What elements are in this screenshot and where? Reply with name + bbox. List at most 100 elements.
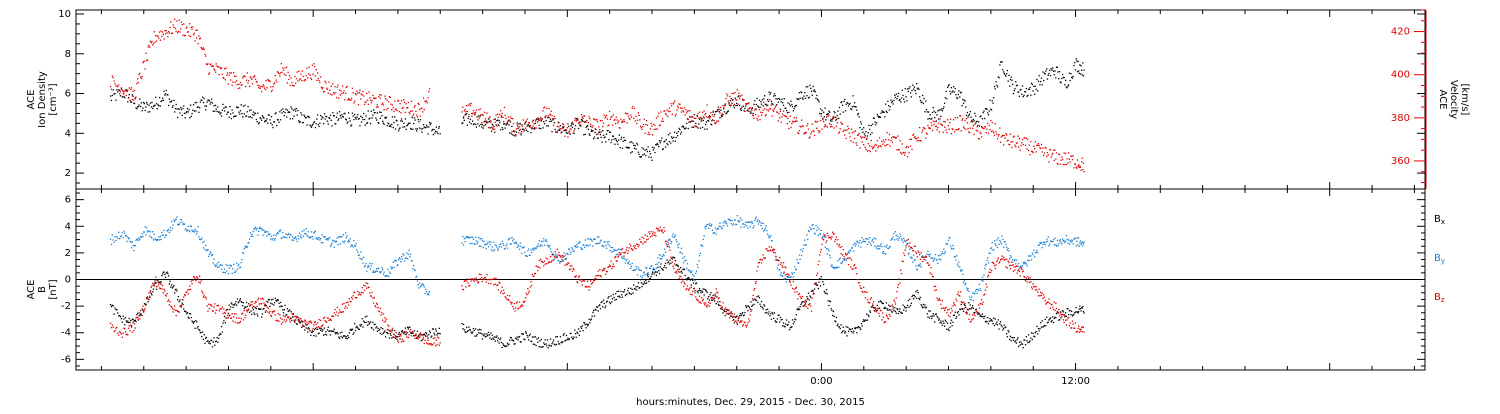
bx-point	[778, 315, 779, 316]
velocity-point	[537, 117, 538, 118]
velocity-point	[257, 81, 258, 82]
bx-point	[557, 336, 558, 337]
bx-point	[275, 298, 276, 299]
velocity-point	[575, 118, 576, 119]
by-point	[122, 232, 123, 233]
bx-point	[633, 284, 634, 285]
by-point	[855, 245, 856, 246]
bx-point	[364, 322, 365, 323]
density-point	[112, 95, 113, 96]
by-point	[678, 247, 679, 248]
bx-point	[223, 320, 224, 321]
bx-point	[1036, 326, 1037, 327]
density-point	[666, 143, 667, 144]
density-point	[620, 147, 621, 148]
density-point	[296, 108, 297, 109]
density-point	[1067, 87, 1068, 88]
velocity-point	[653, 124, 654, 125]
by-point	[874, 237, 875, 238]
bx-point	[943, 321, 944, 322]
density-point	[320, 115, 321, 116]
velocity-point	[972, 128, 973, 129]
density-point	[944, 103, 945, 104]
bx-point	[948, 329, 949, 330]
density-point	[825, 119, 826, 120]
by-point	[811, 228, 812, 229]
bx-point	[831, 308, 832, 309]
top-left-tick-label: 4	[65, 128, 71, 139]
velocity-point	[1028, 150, 1029, 151]
density-point	[433, 134, 434, 135]
velocity-point	[864, 137, 865, 138]
density-point	[889, 109, 890, 110]
bx-point	[489, 334, 490, 335]
velocity-point	[884, 141, 885, 142]
density-point	[1079, 73, 1080, 74]
bx-point	[241, 302, 242, 303]
by-point	[660, 258, 661, 259]
velocity-point	[870, 151, 871, 152]
by-point	[346, 237, 347, 238]
velocity-point	[867, 150, 868, 151]
by-point	[843, 260, 844, 261]
by-point	[257, 228, 258, 229]
density-point	[812, 86, 813, 87]
density-point	[781, 101, 782, 102]
velocity-point	[164, 30, 165, 31]
density-point	[601, 142, 602, 143]
bx-point	[162, 273, 163, 274]
density-point	[289, 112, 290, 113]
bx-point	[502, 343, 503, 344]
bx-point	[126, 320, 127, 321]
density-point	[325, 118, 326, 119]
velocity-point	[1073, 167, 1074, 168]
by-point	[803, 244, 804, 245]
density-point	[512, 134, 513, 135]
density-point	[1064, 84, 1065, 85]
by-point	[337, 238, 338, 239]
velocity-point	[272, 86, 273, 87]
density-point	[223, 108, 224, 109]
bx-point	[627, 290, 628, 291]
by-point	[368, 265, 369, 266]
velocity-point	[787, 118, 788, 119]
bx-point	[800, 306, 801, 307]
density-point	[1015, 81, 1016, 82]
velocity-point	[1068, 152, 1069, 153]
velocity-point	[950, 119, 951, 120]
bx-point	[632, 293, 633, 294]
bx-point	[1080, 310, 1081, 311]
by-point	[173, 224, 174, 225]
velocity-point	[484, 112, 485, 113]
density-point	[499, 120, 500, 121]
density-point	[957, 98, 958, 99]
velocity-point	[134, 90, 135, 91]
velocity-point	[147, 59, 148, 60]
velocity-point	[917, 140, 918, 141]
bx-point	[538, 337, 539, 338]
bx-point	[304, 329, 305, 330]
bx-point	[702, 292, 703, 293]
by-point	[777, 267, 778, 268]
velocity-point	[755, 114, 756, 115]
by-point	[139, 237, 140, 238]
velocity-point	[566, 130, 567, 131]
density-point	[156, 103, 157, 104]
velocity-point	[874, 144, 875, 145]
bx-point	[347, 338, 348, 339]
bx-point	[893, 306, 894, 307]
density-point	[474, 114, 475, 115]
by-point	[825, 242, 826, 243]
by-point	[744, 226, 745, 227]
by-point	[182, 222, 183, 223]
bx-point	[998, 319, 999, 320]
by-point	[516, 243, 517, 244]
density-point	[941, 108, 942, 109]
density-point	[856, 106, 857, 107]
legend-subscript: y	[1441, 257, 1445, 265]
by-point	[127, 236, 128, 237]
by-point	[530, 255, 531, 256]
velocity-point	[407, 107, 408, 108]
velocity-point	[313, 63, 314, 64]
by-point	[226, 271, 227, 272]
